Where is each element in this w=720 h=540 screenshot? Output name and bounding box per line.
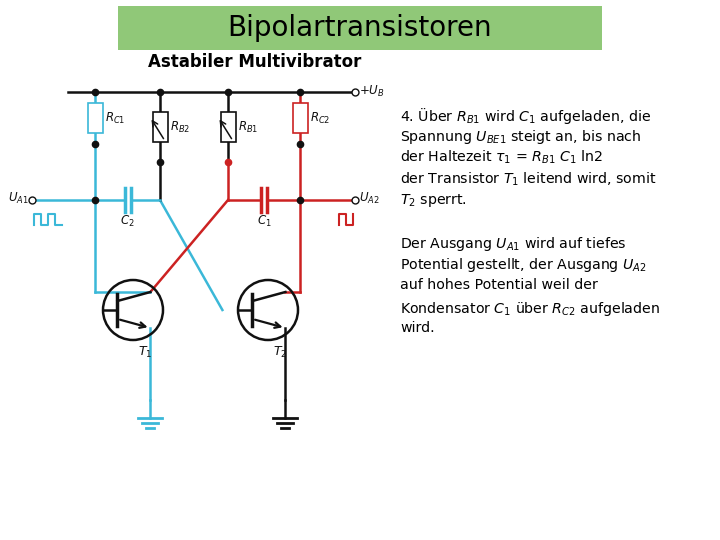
Text: Bipolartransistoren: Bipolartransistoren (228, 14, 492, 42)
Text: Potential gestellt, der Ausgang $U_{A2}$: Potential gestellt, der Ausgang $U_{A2}$ (400, 256, 647, 274)
Text: Spannung $U_{BE1}$ steigt an, bis nach: Spannung $U_{BE1}$ steigt an, bis nach (400, 127, 642, 145)
Text: $C_1$: $C_1$ (256, 214, 271, 229)
Text: $R_{C1}$: $R_{C1}$ (105, 111, 125, 126)
Text: Kondensator $C_1$ über $R_{C2}$ aufgeladen: Kondensator $C_1$ über $R_{C2}$ aufgelad… (400, 300, 660, 318)
Bar (88, 103, 102, 133)
Text: wird.: wird. (400, 321, 435, 335)
Bar (153, 112, 168, 142)
Text: der Haltezeit $\tau_1$ = $R_{B1}$ $C_1$ ln2: der Haltezeit $\tau_1$ = $R_{B1}$ $C_1$ … (400, 149, 603, 166)
Text: $T_1$: $T_1$ (138, 345, 153, 360)
Text: 4. Über $R_{B1}$ wird $C_1$ aufgeladen, die: 4. Über $R_{B1}$ wird $C_1$ aufgeladen, … (400, 106, 651, 126)
Text: $R_{B1}$: $R_{B1}$ (238, 119, 258, 134)
Text: $R_{B2}$: $R_{B2}$ (170, 119, 190, 134)
Bar (292, 103, 307, 133)
Text: auf hohes Potential weil der: auf hohes Potential weil der (400, 278, 598, 292)
Text: Der Ausgang $U_{A1}$ wird auf tiefes: Der Ausgang $U_{A1}$ wird auf tiefes (400, 235, 626, 253)
Text: $T_2$ sperrt.: $T_2$ sperrt. (400, 192, 467, 209)
Text: $T_2$: $T_2$ (273, 345, 287, 360)
Text: $C_2$: $C_2$ (120, 214, 135, 229)
Text: $U_{A1}$: $U_{A1}$ (9, 191, 29, 206)
Text: $U_{A2}$: $U_{A2}$ (359, 191, 379, 206)
Text: Astabiler Multivibrator: Astabiler Multivibrator (148, 53, 361, 71)
Text: $R_{C2}$: $R_{C2}$ (310, 111, 330, 126)
Text: der Transistor $T_1$ leitend wird, somit: der Transistor $T_1$ leitend wird, somit (400, 171, 656, 188)
FancyBboxPatch shape (118, 6, 602, 50)
Bar (220, 112, 235, 142)
Text: $+U_B$: $+U_B$ (359, 84, 384, 98)
